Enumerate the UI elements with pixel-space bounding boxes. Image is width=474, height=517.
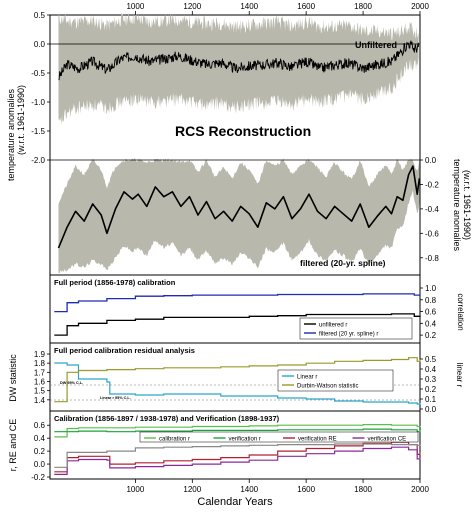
legend-calibration: unfiltered r filtered (20 yr. spline) r — [299, 317, 413, 340]
x-bottom-tick-label: 1400 — [240, 485, 258, 494]
x-bottom-tick-label: 1600 — [297, 485, 315, 494]
linear-threshold-label: Linear r 95% C.L. — [100, 396, 131, 400]
verification-series-0 — [54, 424, 421, 438]
residual-left-y-tick-label: 1.7 — [34, 368, 46, 377]
legend-residual-item: Durbin-Watson statistic — [297, 384, 358, 390]
calibration-y-tick-label: 0.2 — [425, 331, 437, 340]
filtered-y-tick-label: -0.8 — [425, 254, 439, 263]
rcs-title: RCS Reconstruction — [175, 123, 311, 139]
legend-verification-box — [139, 431, 419, 443]
legend-verification: calibration r verification r verification … — [139, 431, 419, 443]
filtered-label: filtered (20-yr. spline) — [300, 258, 386, 268]
residual-series-1 — [54, 357, 421, 403]
calibration-series-0 — [54, 313, 421, 336]
verification-ylabel: r, RE and CE — [8, 419, 18, 472]
uncertainty-bands — [58, 12, 420, 274]
residual-right-y-tick-label: 0.0 — [425, 405, 437, 414]
unfiltered-series-line — [58, 40, 420, 81]
unfiltered-y-tick-label: 0.5 — [34, 11, 46, 20]
legend-residual: Linear r Durbin-Watson statistic — [277, 369, 394, 392]
right-ylabel-line2: (w.r.t. 1961-1990) — [462, 170, 472, 240]
x-top-tick-label: 1800 — [354, 2, 372, 11]
verification-y-tick-label: 0.2 — [34, 447, 46, 456]
calibration-y-tick-label: 1.0 — [425, 284, 437, 293]
verification-y-tick-label: 0.4 — [34, 434, 46, 443]
left-ylabel-line1: temperature anomalies — [6, 88, 16, 181]
verification-y-tick-label: -0.2 — [31, 473, 45, 482]
x-axis-title: Calendar Years — [197, 496, 273, 508]
residual-left-y-tick-label: 1.9 — [34, 350, 46, 359]
unfiltered-y-tick-label: -1.5 — [31, 127, 45, 136]
residual-title: Full period calibration residual analysi… — [54, 346, 195, 355]
residual-right-y-tick-label: 0.3 — [425, 375, 437, 384]
verification-series-2 — [54, 441, 421, 473]
verification-y-tick-label: 0.0 — [34, 460, 46, 469]
x-bottom-tick-label: 2000 — [411, 485, 429, 494]
legend-calibration-item: unfiltered r — [319, 323, 347, 329]
residual-right-y-tick-label: 0.2 — [425, 385, 437, 394]
filtered-y-tick-label: -0.6 — [425, 229, 439, 238]
linear-r-ylabel: linear r — [455, 363, 464, 388]
legend-verification-item: verification CE — [368, 437, 407, 443]
x-top-tick-label: 1000 — [126, 2, 144, 11]
residual-series-0 — [54, 362, 421, 405]
residual-left-y-tick-label: 1.4 — [34, 396, 46, 405]
legend-verification-item: verification RE — [298, 437, 337, 443]
residual-left-y-tick-label: 1.5 — [34, 387, 46, 396]
unfiltered-y-tick-label: 0.0 — [34, 40, 46, 49]
residual-right-y-tick-label: 0.1 — [425, 395, 437, 404]
dw-threshold-label: DW 95% C.L. — [60, 381, 83, 385]
x-top-tick-label: 1600 — [297, 2, 315, 11]
right-ylabel-line1: temperature anomalies — [452, 159, 462, 252]
verification-y-tick-label: 0.6 — [34, 421, 46, 430]
unfiltered-y-tick-label: -1.0 — [31, 98, 45, 107]
legend-residual-item: Linear r — [297, 375, 317, 381]
data-lines — [50, 40, 421, 475]
filtered-series-line — [57, 165, 421, 249]
x-bottom-tick-label: 1800 — [354, 485, 372, 494]
unfiltered-y-tick-label: -2.0 — [31, 156, 45, 165]
residual-left-y-tick-label: 1.8 — [34, 359, 46, 368]
correlation-ylabel: correlation — [456, 293, 465, 330]
calibration-y-tick-label: 0.8 — [425, 296, 437, 305]
left-ylabel-line2: (w.r.t. 1961-1990) — [16, 85, 26, 155]
calibration-y-tick-label: 0.4 — [425, 319, 437, 328]
legend-verification-item: calibration r — [159, 437, 190, 443]
dw-ylabel: DW statistic — [8, 354, 18, 402]
verification-series-1 — [54, 428, 421, 433]
residual-right-y-tick-label: 0.4 — [425, 365, 437, 374]
filtered-y-tick-label: -0.2 — [425, 180, 439, 189]
x-bottom-tick-label: 1200 — [183, 485, 201, 494]
unfiltered-y-tick-label: -0.5 — [31, 69, 45, 78]
axes: -2.0 -1.5 -1.0 -0.5 0.0 0.5 0.0 -0.2 -0.4 -0.6 -0.… — [31, 2, 439, 494]
calibration-y-tick-label: 0.6 — [425, 308, 437, 317]
filtered-y-tick-label: -0.4 — [425, 205, 439, 214]
unfiltered-label: Unfiltered — [355, 40, 397, 50]
legend-calibration-item: filtered (20 yr. spline) r — [319, 332, 378, 338]
verification-series-4 — [54, 443, 421, 468]
legend-calibration-box — [299, 317, 413, 340]
residual-right-y-tick-label: 0.5 — [425, 355, 437, 364]
verification-series-3 — [54, 446, 421, 475]
calibration-title: Full period (1856-1978) calibration — [54, 278, 176, 287]
x-top-tick-label: 2000 — [411, 2, 429, 11]
filtered-y-tick-label: 0.0 — [425, 156, 437, 165]
legend-residual-box — [277, 369, 394, 392]
legend-verification-item: verification r — [229, 437, 261, 443]
residual-left-y-tick-label: 1.6 — [34, 378, 46, 387]
filtered-uncertainty-band — [58, 158, 420, 274]
calibration-series-1 — [54, 293, 421, 313]
verification-title: Calibration (1856-1897 / 1938-1978) and … — [54, 414, 280, 423]
x-bottom-tick-label: 1000 — [126, 485, 144, 494]
x-top-tick-label: 1200 — [183, 2, 201, 11]
x-top-tick-label: 1400 — [240, 2, 258, 11]
